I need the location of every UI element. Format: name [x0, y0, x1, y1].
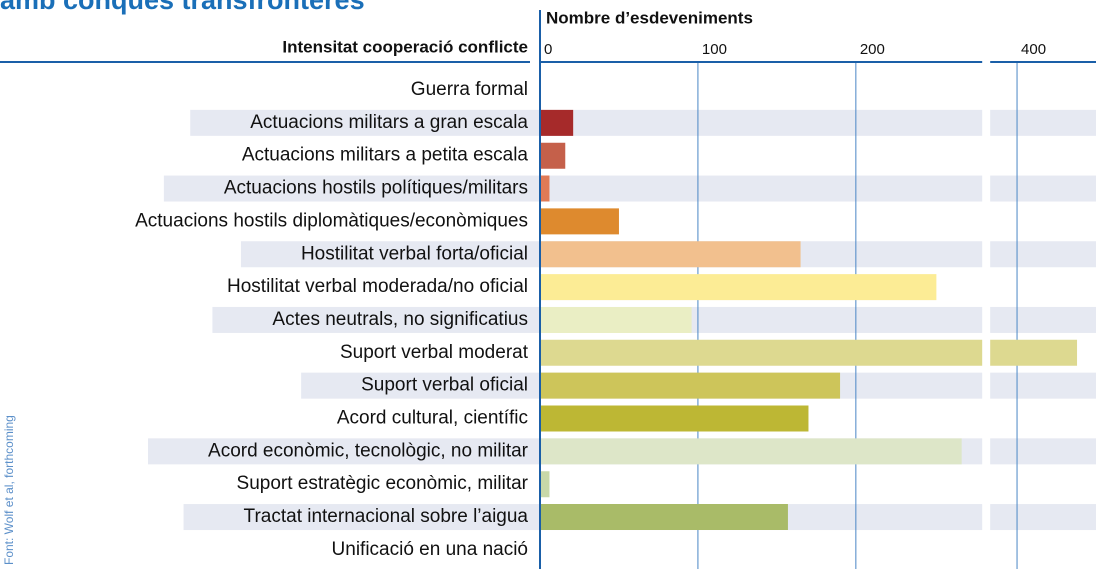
stripe — [990, 175, 1096, 202]
stripe — [990, 306, 1096, 333]
bar — [540, 339, 1078, 366]
stripe — [990, 372, 1096, 399]
y-tick-label: Actuacions militars a petita escala — [242, 145, 529, 166]
y-tick-label: Acord cultural, científic — [337, 408, 528, 429]
y-tick-label: Suport estratègic econòmic, militar — [237, 473, 529, 494]
bars — [540, 109, 1078, 531]
bar — [540, 405, 809, 432]
bar — [540, 109, 574, 136]
y-tick-label: Actes neutrals, no significatius — [272, 309, 528, 330]
x-tick-label: 0 — [544, 41, 552, 58]
y-tick-label: Guerra formal — [411, 79, 528, 100]
bar — [540, 208, 619, 235]
y-tick-label: Hostilitat verbal forta/oficial — [301, 243, 528, 264]
stripe — [990, 241, 1096, 268]
bar — [540, 306, 692, 333]
y-tick-label: Suport verbal oficial — [361, 375, 528, 396]
y-axis-label: Intensitat cooperació conflicte — [282, 37, 528, 56]
y-tick-label: Acord econòmic, tecnològic, no militar — [208, 440, 529, 461]
stripe — [190, 109, 983, 136]
bar — [540, 274, 937, 301]
chart-title: amb conques transfronteres — [0, 0, 365, 15]
bar — [540, 175, 550, 202]
y-tick-label: Actuacions militars a gran escala — [250, 112, 528, 133]
bar — [540, 504, 788, 531]
y-tick-label: Actuacions hostils polítiques/militars — [224, 178, 528, 199]
x-tick-label: 100 — [702, 41, 727, 58]
x-tick-label: 400 — [1021, 41, 1046, 58]
x-axis-label: Nombre d’esdeveniments — [546, 8, 753, 27]
source: Font: Wolf et al, forthcoming — [2, 415, 16, 565]
stripe — [163, 175, 983, 202]
bar — [540, 471, 550, 498]
bar — [540, 142, 566, 169]
bar — [540, 372, 841, 399]
stripe — [990, 109, 1096, 136]
stripe — [990, 438, 1096, 465]
x-tick-label: 200 — [860, 41, 885, 58]
bar — [540, 241, 801, 268]
y-tick-label: Actuacions hostils diplomàtiques/econòmi… — [135, 210, 528, 231]
stripe — [990, 504, 1096, 531]
y-tick-label: Unificació en una nació — [332, 539, 528, 560]
y-tick-label: Tractat internacional sobre l’aigua — [244, 506, 529, 527]
grid — [697, 62, 1018, 569]
bar — [540, 438, 962, 465]
y-tick-label: Suport verbal moderat — [340, 342, 529, 363]
y-tick-label: Hostilitat verbal moderada/no oficial — [227, 276, 528, 297]
